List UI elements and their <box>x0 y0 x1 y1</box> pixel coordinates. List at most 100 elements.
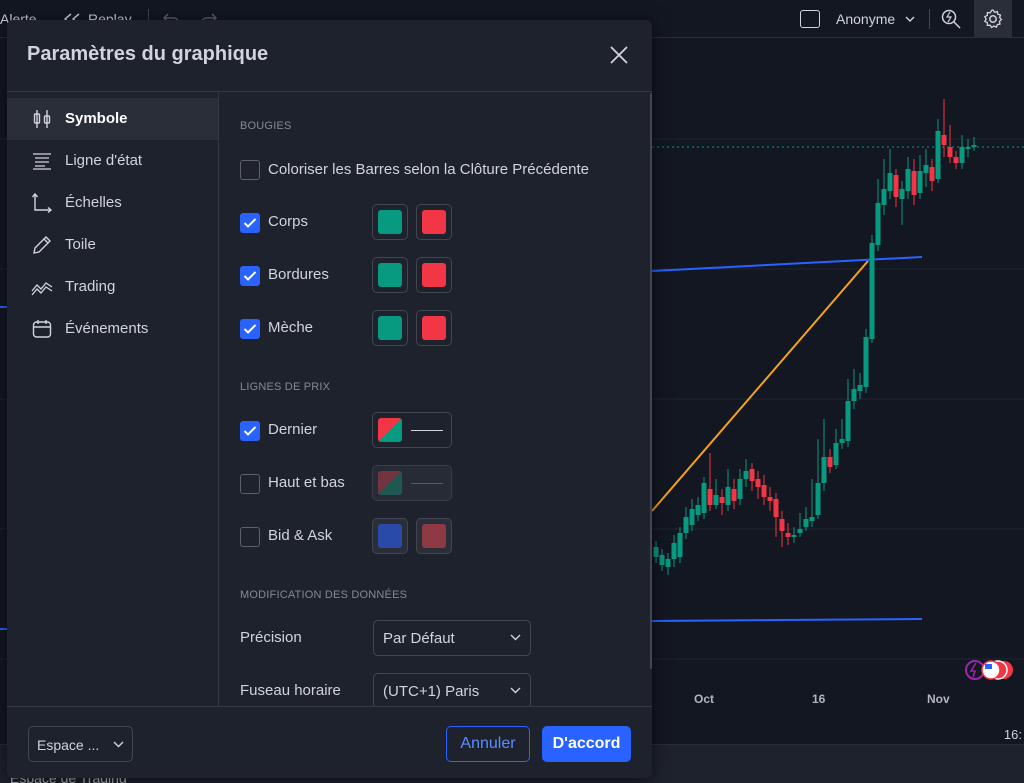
bordures-checkbox[interactable] <box>240 266 260 286</box>
template-value: Espace ... <box>37 737 100 753</box>
meche-down-color-swatch[interactable] <box>416 310 452 346</box>
candle-body <box>725 487 731 505</box>
candle-body <box>731 489 737 501</box>
precision-select[interactable]: Par Défaut <box>373 620 531 656</box>
sidebar-item-label: Trading <box>65 278 116 295</box>
meche-up-color-swatch[interactable] <box>372 310 408 346</box>
candle-body <box>761 485 767 497</box>
candle-body <box>863 337 869 387</box>
haut-bas-line-style-swatch[interactable] <box>372 465 452 501</box>
sidebar-item-evenements[interactable]: Événements <box>7 308 218 350</box>
close-button[interactable] <box>606 42 632 68</box>
timezone-select[interactable]: (UTC+1) Paris <box>373 673 531 706</box>
bid-ask-checkbox[interactable] <box>240 527 260 547</box>
corps-down-color-swatch[interactable] <box>416 204 452 240</box>
candle-body <box>737 479 743 499</box>
candle-body <box>653 547 659 557</box>
chevron-down-icon <box>510 634 521 641</box>
candle-body <box>815 483 821 515</box>
section-title-modification: MODIFICATION DES DONNÉES <box>240 589 408 601</box>
candle-body <box>791 535 797 537</box>
bordures-label: Bordures <box>268 266 329 283</box>
meche-checkbox[interactable] <box>240 319 260 339</box>
sidebar-item-echelles[interactable]: Échelles <box>7 182 218 224</box>
bid-ask-label: Bid & Ask <box>268 527 333 544</box>
settings-content: BOUGIES Coloriser les Barres selon la Cl… <box>220 93 652 706</box>
candle-body <box>935 131 941 179</box>
section-title-bougies: BOUGIES <box>240 120 292 132</box>
precision-label: Précision <box>240 629 302 646</box>
sidebar-item-symbole[interactable]: Symbole <box>7 98 218 140</box>
candle-body <box>701 483 707 513</box>
user-menu[interactable]: Anonyme <box>800 0 915 38</box>
candle-body <box>803 519 809 527</box>
candle-body <box>905 169 911 191</box>
bid-color-swatch[interactable] <box>372 518 408 554</box>
check-icon <box>243 218 257 228</box>
colorize-bars-checkbox[interactable] <box>240 160 260 180</box>
check-icon <box>243 271 257 281</box>
candle-body <box>809 517 815 521</box>
candle-body <box>683 517 689 533</box>
dialog-footer: Espace ... Annuler D'accord <box>7 706 652 778</box>
candle-body <box>869 243 875 339</box>
candle-body <box>941 135 947 145</box>
candle-body <box>899 189 905 199</box>
corps-up-color-swatch[interactable] <box>372 204 408 240</box>
candle-body <box>875 203 881 245</box>
candle-body <box>707 489 713 505</box>
precision-value: Par Défaut <box>383 630 455 647</box>
candle-body <box>947 147 953 157</box>
candle-body <box>893 175 899 197</box>
check-icon <box>243 426 257 436</box>
cancel-button[interactable]: Annuler <box>446 726 530 762</box>
ask-color-swatch[interactable] <box>416 518 452 554</box>
candle-body <box>743 471 749 479</box>
x-tick-oct: Oct <box>694 692 715 706</box>
timezone-label: Fuseau horaire <box>240 682 341 699</box>
haut-bas-checkbox[interactable] <box>240 474 260 494</box>
dernier-line-style-swatch[interactable] <box>372 412 452 448</box>
candle-body <box>971 145 977 147</box>
sidebar-item-label: Échelles <box>65 194 122 211</box>
sidebar-item-trading[interactable]: Trading <box>7 266 218 308</box>
candle-body <box>719 497 725 503</box>
template-select[interactable]: Espace ... <box>28 726 133 762</box>
status-line-icon <box>33 153 51 170</box>
content-scrollbar[interactable] <box>650 93 652 669</box>
ok-button[interactable]: D'accord <box>542 726 631 762</box>
sidebar-item-ligne-etat[interactable]: Ligne d'état <box>7 140 218 182</box>
settings-button[interactable] <box>974 0 1012 38</box>
candle-body <box>785 533 791 537</box>
sidebar-item-label: Événements <box>65 320 149 337</box>
x-tick-16: 16 <box>812 692 826 706</box>
scales-icon <box>31 192 53 214</box>
quick-search-button[interactable] <box>940 0 962 38</box>
x-tick-nov: Nov <box>927 692 950 706</box>
candle-body <box>923 165 929 173</box>
candle-body <box>953 157 959 163</box>
candle-body <box>929 167 935 181</box>
candle-body <box>671 543 677 559</box>
dernier-checkbox[interactable] <box>240 421 260 441</box>
candle-body <box>833 443 839 465</box>
bordures-up-color-swatch[interactable] <box>372 257 408 293</box>
candle-body <box>689 509 695 525</box>
trend-line-blue-bottom <box>651 618 923 622</box>
chevron-down-icon <box>905 16 915 22</box>
haut-bas-label: Haut et bas <box>268 474 345 491</box>
close-icon <box>610 46 628 64</box>
candle-body <box>917 171 923 193</box>
dialog-title: Paramètres du graphique <box>27 43 269 65</box>
check-icon <box>243 324 257 334</box>
candle-body <box>911 171 917 195</box>
bordures-down-color-swatch[interactable] <box>416 257 452 293</box>
candlesticks <box>653 99 977 575</box>
trend-line-orange <box>651 260 869 512</box>
sidebar-item-label: Symbole <box>65 110 128 127</box>
dernier-label: Dernier <box>268 421 318 438</box>
candle-body <box>881 189 887 205</box>
sidebar-item-toile[interactable]: Toile <box>7 224 218 266</box>
events-flags-icon <box>965 660 1013 680</box>
corps-checkbox[interactable] <box>240 213 260 233</box>
